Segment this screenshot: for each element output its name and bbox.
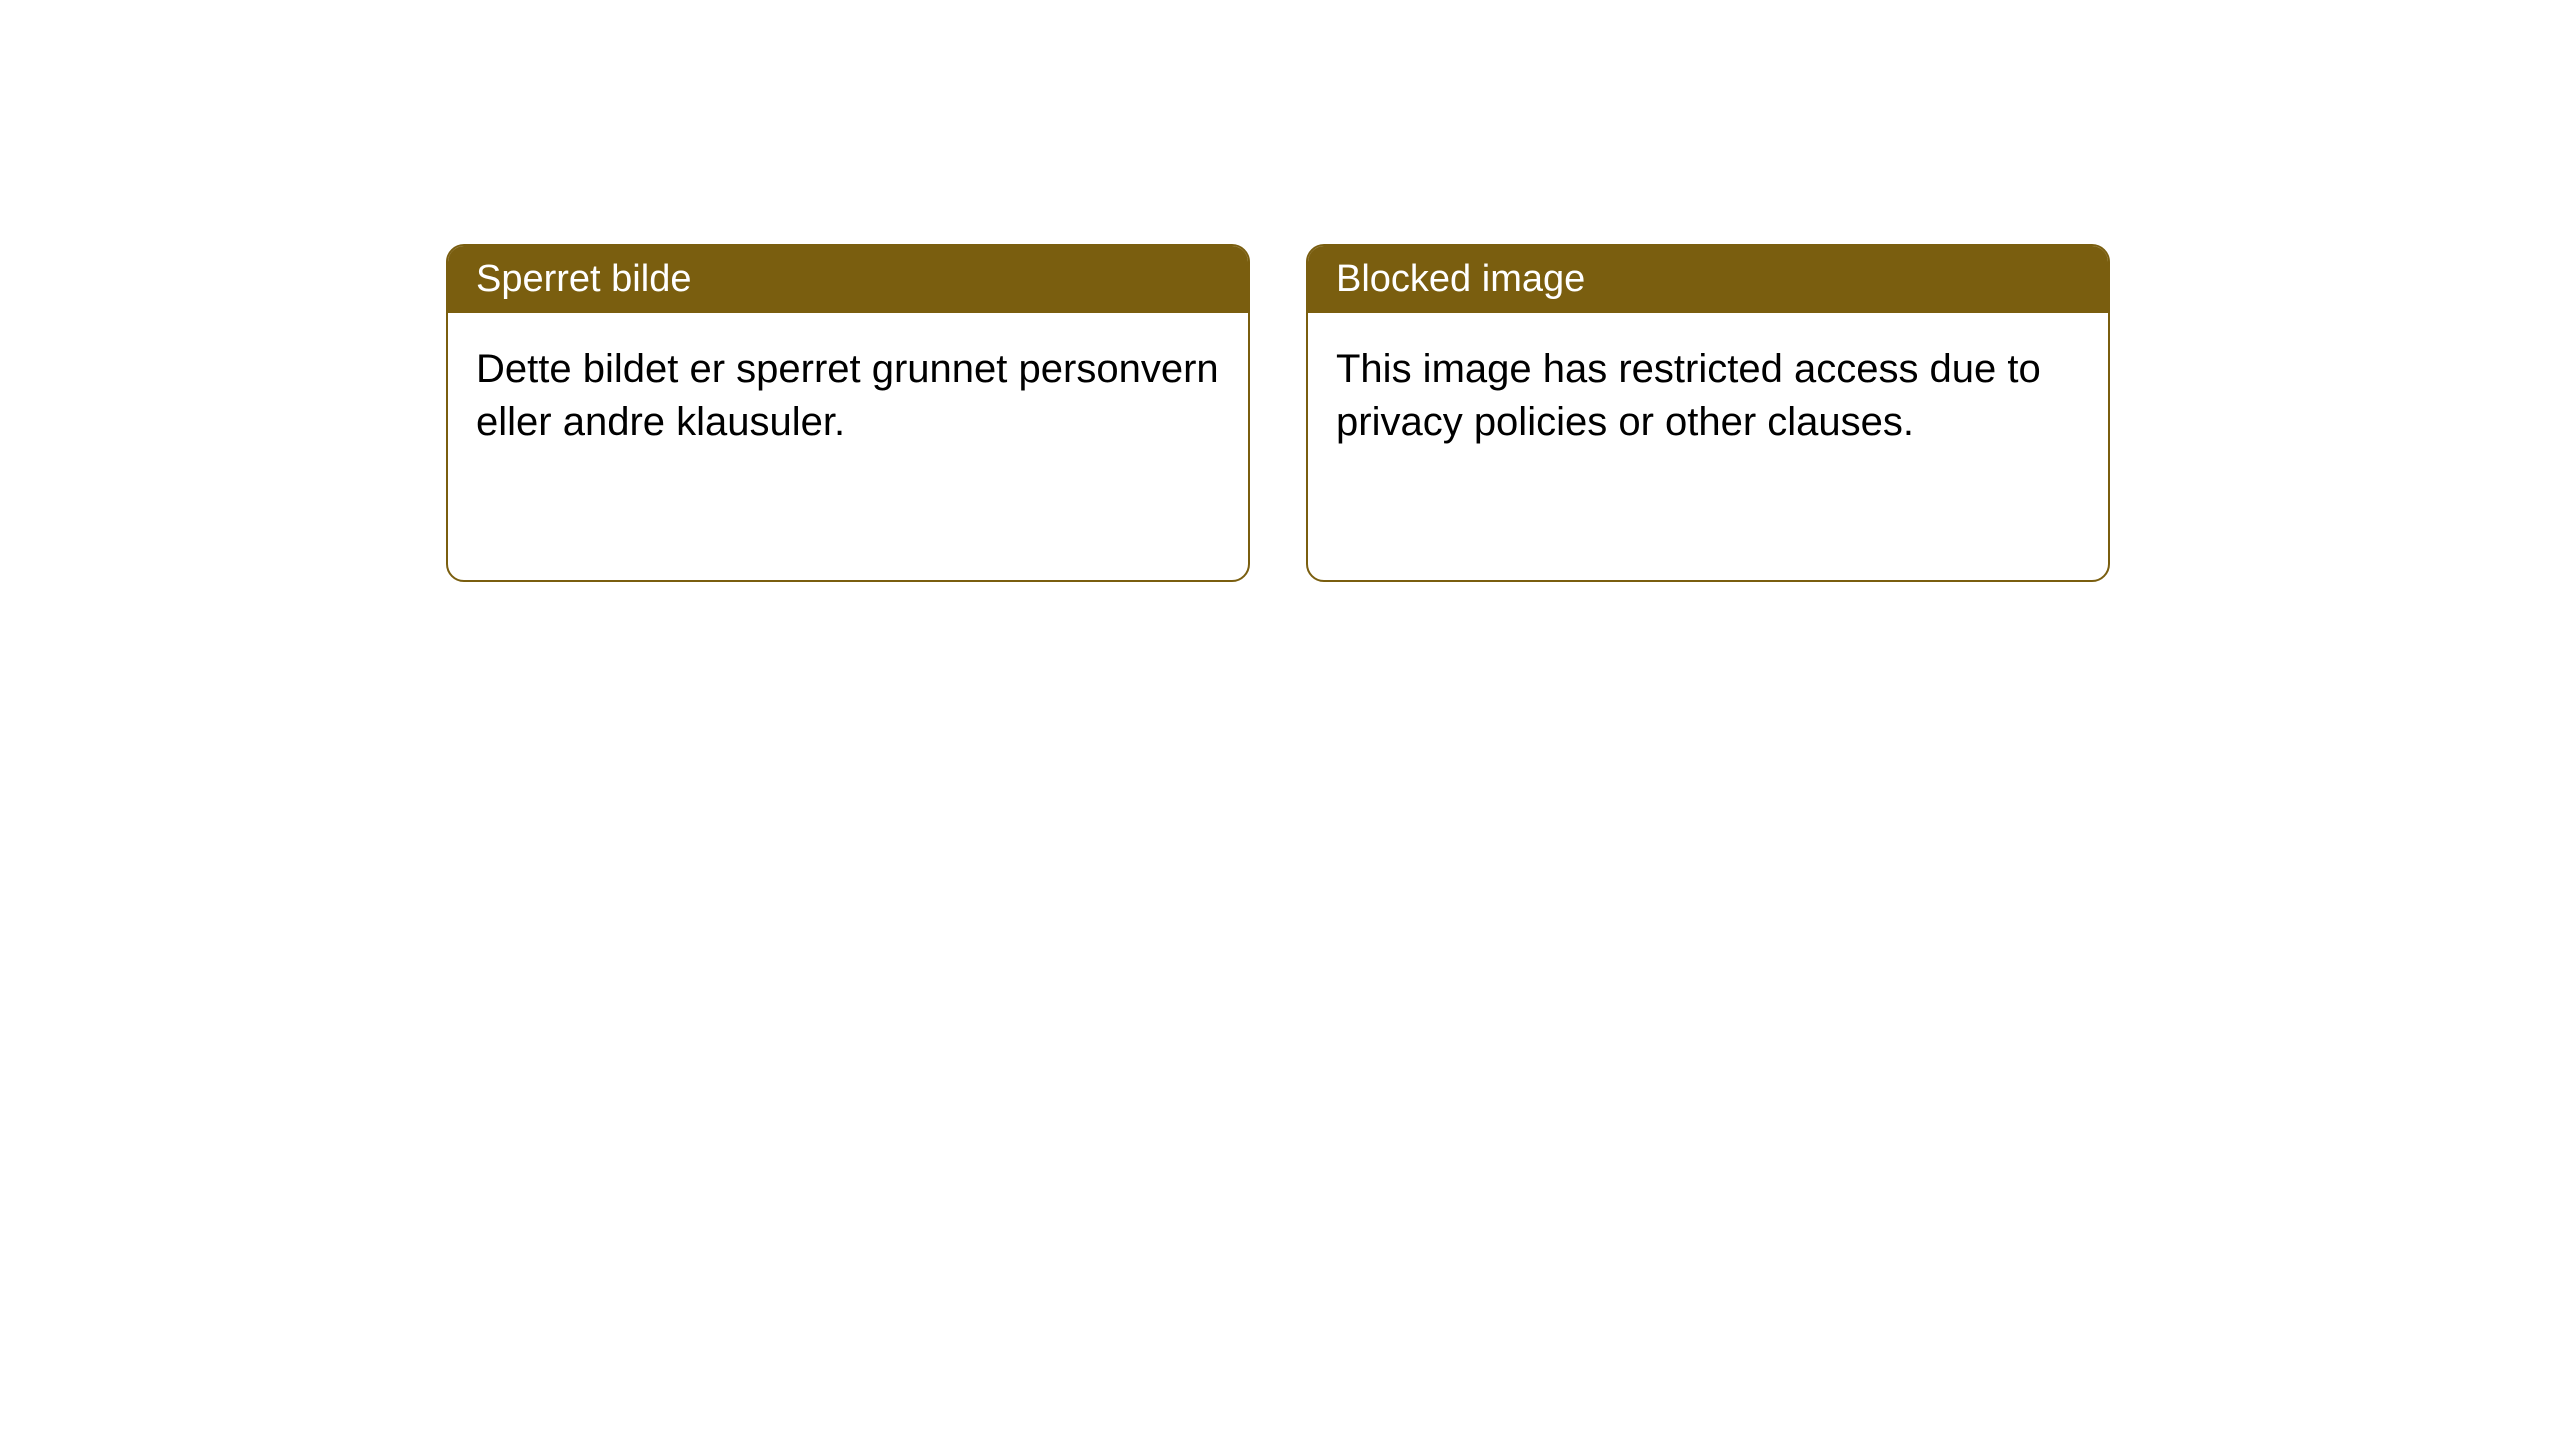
- card-body: This image has restricted access due to …: [1308, 313, 2108, 479]
- card-header: Blocked image: [1308, 246, 2108, 313]
- card-title: Blocked image: [1336, 258, 1585, 300]
- card-body: Dette bildet er sperret grunnet personve…: [448, 313, 1248, 479]
- card-title: Sperret bilde: [476, 258, 691, 300]
- card-body-text: This image has restricted access due to …: [1336, 347, 2041, 444]
- card-header: Sperret bilde: [448, 246, 1248, 313]
- notice-card-english: Blocked image This image has restricted …: [1306, 244, 2110, 582]
- card-body-text: Dette bildet er sperret grunnet personve…: [476, 347, 1219, 444]
- notice-cards-container: Sperret bilde Dette bildet er sperret gr…: [446, 244, 2110, 582]
- notice-card-norwegian: Sperret bilde Dette bildet er sperret gr…: [446, 244, 1250, 582]
